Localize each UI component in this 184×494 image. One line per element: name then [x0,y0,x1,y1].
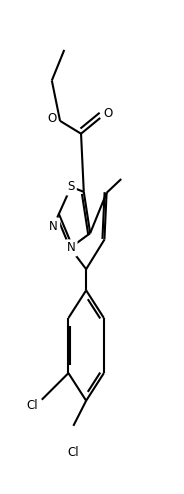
Text: S: S [67,180,75,194]
Text: Cl: Cl [27,399,38,412]
Text: O: O [47,113,56,125]
Text: O: O [103,108,112,121]
Text: N: N [67,242,75,254]
Text: Cl: Cl [68,447,79,459]
Text: N: N [49,220,58,233]
